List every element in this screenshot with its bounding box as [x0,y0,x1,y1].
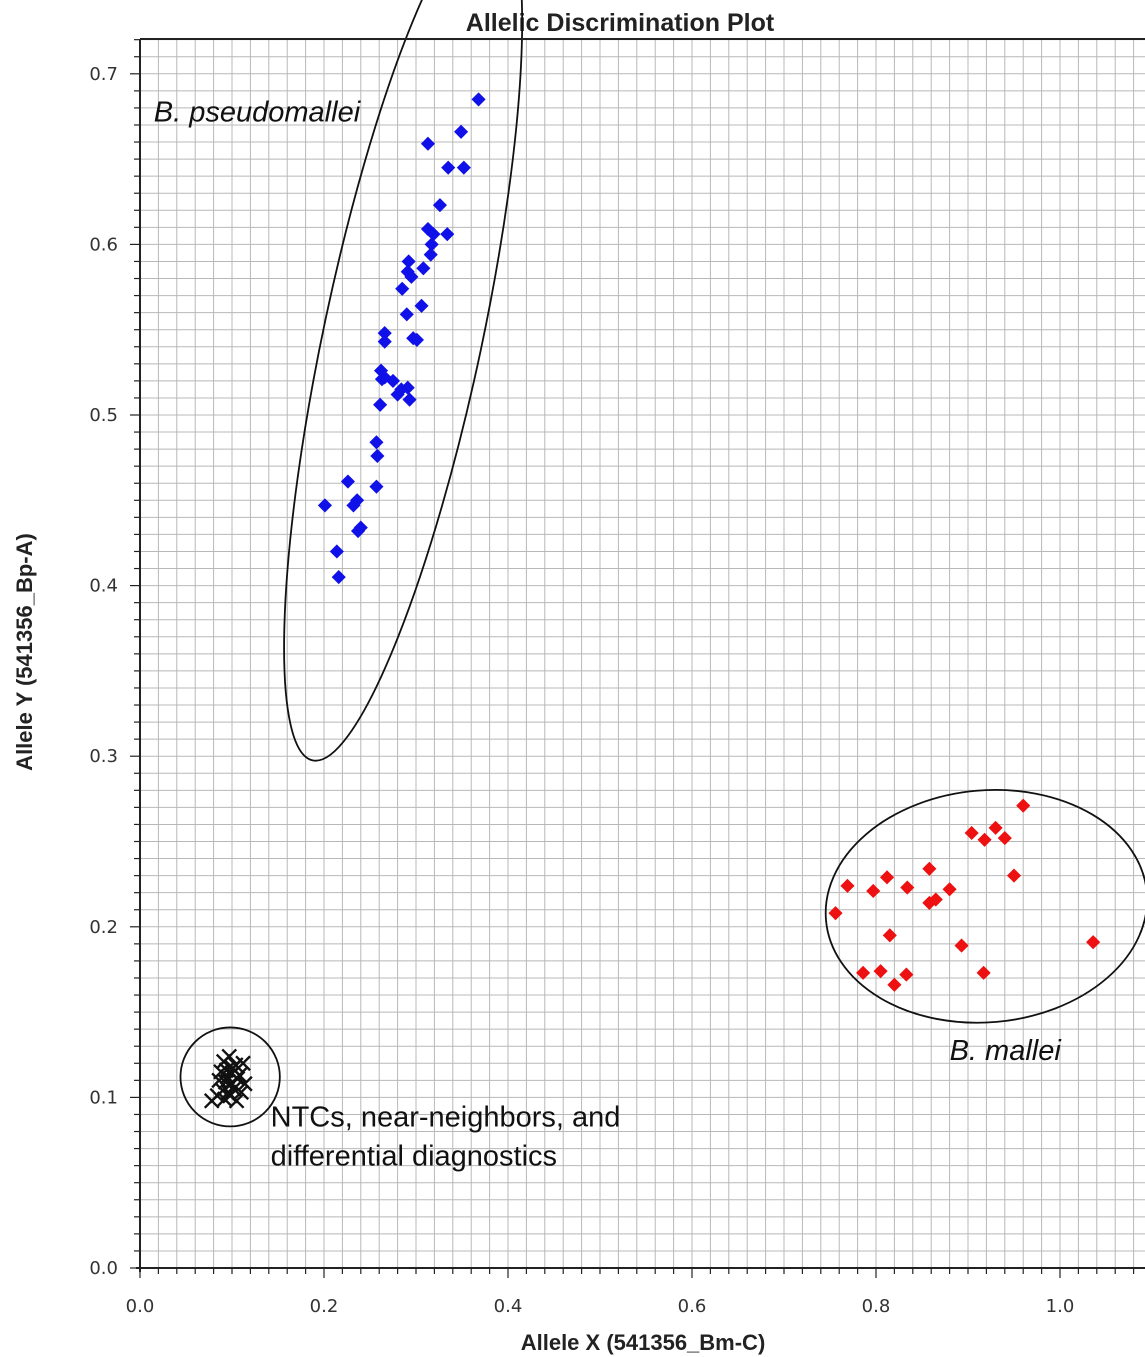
b-pseudomallei-point [370,448,385,464]
b-pseudomallei-point [423,247,438,262]
b-pseudomallei-point [329,544,344,559]
tick-labels: 0.0 0.2 0.4 0.6 0.8 1.0 0.0 0.1 0.2 0.3 0.4 0.5 0.6 0… [89,64,1074,1317]
b-pseudomallei-point [353,520,368,535]
annotation-ntc1: NTCs, near-neighbors, and [271,1101,621,1133]
b-pseudomallei-point [456,160,471,175]
cluster-ellipse [283,0,524,762]
b-pseudomallei-point [420,136,436,151]
annotation-bm: B. mallei [950,1035,1063,1067]
b-mallei-point [997,831,1012,846]
b-mallei-point [899,967,914,982]
x-tick-label: 1.0 [1046,1296,1075,1317]
b-pseudomallei-point [369,479,384,494]
cluster-ellipse [179,1026,281,1128]
b-pseudomallei-point [440,227,455,242]
ntc-point [228,1092,245,1109]
b-pseudomallei-point [399,307,414,322]
cluster-ellipse [824,789,1145,1024]
y-tick-label: 0.0 [89,1258,118,1279]
axes [130,38,1145,1278]
y-tick-label: 0.4 [89,576,118,597]
x-tick-label: 0.6 [678,1296,707,1317]
b-pseudomallei-point [400,380,415,395]
b-pseudomallei-point [454,124,469,139]
y-tick-label: 0.7 [89,64,118,85]
b-mallei-point [976,965,991,980]
grid [139,39,1145,1269]
b-mallei-point [866,883,881,899]
cluster-ellipses [179,0,1145,1128]
y-tick-label: 0.5 [89,405,118,426]
b-mallei-point [856,965,871,980]
b-mallei-point [828,906,843,921]
y-tick-label: 0.2 [89,917,118,938]
b-mallei-point [942,882,957,897]
annotation-ntc2: differential diagnostics [271,1141,557,1173]
b-mallei-point [988,820,1003,835]
b-pseudomallei-point [373,397,388,412]
b-pseudomallei-point [377,334,392,349]
b-mallei-point [922,861,937,876]
y-axis-label: Allele Y (541356_Bp-A) [12,533,37,771]
b-mallei-point [873,964,888,979]
chart-title: Allelic Discrimination Plot [466,9,775,37]
b-pseudomallei-point [390,387,405,402]
annotations: B. pseudomallei B. mallei NTCs, near-neigh… [154,97,1063,1173]
b-mallei-point [1006,868,1022,883]
b-pseudomallei-point [340,474,355,489]
b-mallei-point [882,928,897,943]
b-pseudomallei-point [317,498,332,513]
x-tick-label: 0.2 [310,1296,339,1317]
b-pseudomallei-point [385,373,401,388]
b-pseudomallei-point [432,198,447,213]
ntc-point [219,1069,236,1085]
x-tick-label: 0.8 [862,1296,891,1317]
b-pseudomallei-point [416,261,431,276]
b-pseudomallei-point [369,435,384,450]
y-tick-label: 0.3 [89,746,118,767]
ntc-point [233,1084,250,1101]
b-mallei-point [1086,935,1101,950]
ntc-point [225,1060,241,1077]
b-mallei-point [928,892,943,907]
y-tick-label: 0.1 [89,1087,118,1108]
x-tick-label: 0.0 [126,1296,155,1317]
b-pseudomallei-point [374,372,390,387]
b-mallei-point [954,938,969,953]
b-mallei-point [977,832,992,847]
b-pseudomallei-point [409,332,424,347]
b-pseudomallei-point [404,269,419,284]
b-mallei-point [964,825,979,841]
b-pseudomallei-point [331,570,346,585]
b-pseudomallei-point [471,92,486,107]
ntc-point [221,1048,238,1065]
y-tick-label: 0.6 [89,234,118,255]
b-pseudomallei-point [414,298,429,313]
x-axis-label: Allele X (541356_Bm-C) [521,1330,766,1355]
b-mallei-point [887,977,902,992]
ntc-point [203,1092,220,1109]
b-pseudomallei-point [350,493,365,508]
b-pseudomallei-point [441,160,456,175]
b-mallei-point [900,880,915,895]
b-mallei-point [879,870,895,885]
b-mallei-point [1016,798,1031,813]
ntc-point [237,1075,253,1092]
x-tick-label: 0.4 [494,1296,523,1317]
b-pseudomallei-point [402,392,417,407]
b-mallei-point [840,878,855,893]
annotation-bp: B. pseudomallei [154,97,362,129]
b-pseudomallei-point [395,281,410,296]
data-points [203,92,1101,1109]
